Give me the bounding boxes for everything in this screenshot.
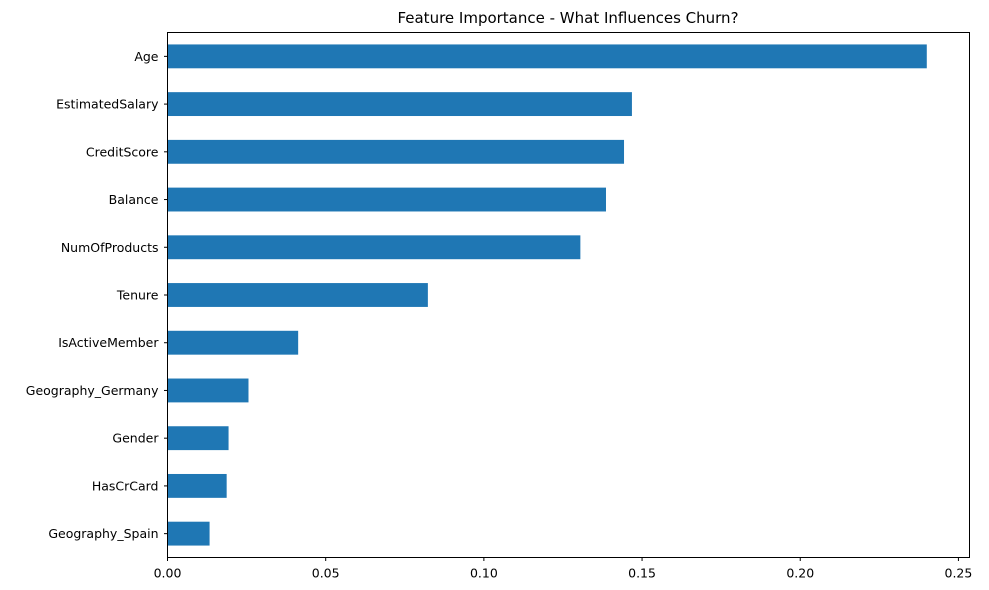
y-tick-label: CreditScore [86,144,159,159]
y-tick-label: Tenure [116,288,159,303]
y-tick-label: Balance [109,192,159,207]
bar-gender [167,426,229,451]
bar-balance [167,187,606,212]
y-tick-label: Geography_Germany [26,383,159,398]
bar-tenure [167,283,428,307]
bar-geography-spain [167,521,210,546]
y-tick-label: HasCrCard [92,478,159,493]
bar-isactivemember [167,330,299,355]
bars-group [167,44,927,546]
y-axis-ticks: Age EstimatedSalary CreditScore Balance NumO… [26,49,168,541]
y-tick-label: Age [134,49,158,64]
x-tick-label: 0.25 [945,566,973,581]
x-tick-label: 0.10 [470,566,498,581]
plot-frame [167,32,970,558]
y-tick-label: IsActiveMember [58,335,159,350]
x-tick-label: 0.00 [154,566,182,581]
bar-numofproducts [167,235,581,260]
bar-age [167,44,927,69]
bar-estimatedsalary [167,92,632,117]
y-tick-label: EstimatedSalary [56,97,159,112]
x-tick-label: 0.15 [628,566,656,581]
bar-hascrcard [167,473,227,498]
bar-creditscore [167,139,625,164]
y-tick-label: Gender [112,431,159,446]
y-tick-label: NumOfProducts [61,240,159,255]
x-tick-label: 0.05 [312,566,340,581]
x-axis-ticks: 0.00 0.05 0.10 0.15 0.20 0.25 [154,557,973,581]
y-tick-label: Geography_Spain [48,526,158,541]
x-tick-label: 0.20 [786,566,814,581]
bar-geography-germany [167,378,249,403]
chart-title: Feature Importance - What Influences Chu… [397,9,738,27]
